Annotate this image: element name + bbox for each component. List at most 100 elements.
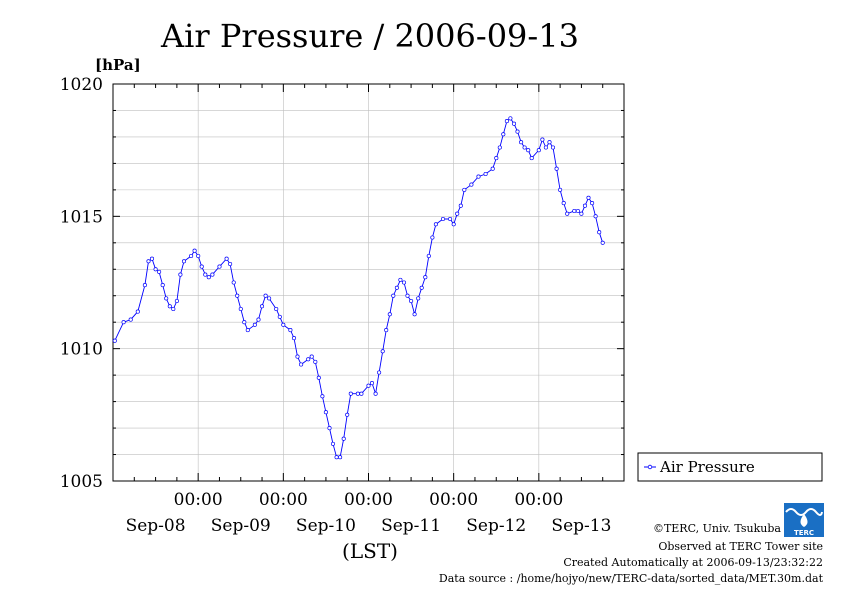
data-point (369, 381, 375, 386)
x-tick-label-date: Sep-11 (381, 516, 441, 536)
legend: Air Pressure (637, 452, 823, 482)
data-point (401, 280, 407, 285)
data-point (394, 285, 399, 290)
data-point (373, 391, 378, 396)
data-point (135, 309, 140, 314)
data-point (256, 317, 261, 322)
x-tick-label-time: 00:00 (174, 490, 223, 510)
data-point (366, 383, 371, 388)
data-point (494, 156, 499, 161)
data-point (540, 137, 545, 142)
data-point (416, 296, 421, 301)
data-point (426, 253, 431, 259)
data-point (359, 391, 364, 396)
data-point (600, 240, 605, 245)
data-point (575, 208, 580, 214)
data-point (196, 253, 201, 259)
legend-marker (647, 464, 653, 470)
data-point (529, 156, 534, 161)
y-tick-label: 1020 (60, 75, 103, 95)
data-point (508, 116, 513, 121)
chart-title: Air Pressure / 2006-09-13 (160, 17, 579, 55)
data-point (476, 174, 481, 179)
data-point (433, 222, 438, 227)
data-point (238, 306, 243, 312)
legend-box (637, 452, 823, 482)
data-point (281, 322, 286, 327)
data-point (543, 145, 548, 150)
data-point (245, 328, 250, 333)
data-point (430, 235, 435, 240)
data-point (440, 216, 446, 222)
data-point (242, 320, 247, 325)
footer: ©TERC, Univ. Tsukuba Observed at TERC To… (439, 522, 824, 585)
data-point (235, 293, 240, 298)
data-point (160, 283, 165, 288)
data-point (164, 296, 169, 301)
y-tick-label: 1010 (60, 340, 103, 360)
data-point (341, 436, 346, 441)
data-point (554, 166, 559, 171)
data-point (593, 214, 598, 219)
data-point (189, 253, 194, 259)
data-point (263, 293, 268, 298)
footer-created: Created Automatically at 2006-09-13/23:3… (563, 556, 823, 569)
data-point (291, 336, 297, 341)
data-point (582, 203, 588, 208)
data-point (277, 314, 282, 319)
data-point (384, 328, 389, 333)
data-point (153, 267, 158, 272)
x-axis: 00:00 Sep-08 00:00 Sep-09 00:00 Sep-10 00:00 Se… (126, 84, 611, 536)
data-point (561, 201, 566, 206)
data-point (210, 272, 215, 277)
x-tick-label-date: Sep-09 (211, 516, 271, 536)
y-axis-unit: [hPa] (95, 56, 141, 74)
data-point (398, 277, 403, 282)
data-point (387, 312, 392, 317)
data-point (157, 269, 162, 274)
x-tick-label-time: 00:00 (344, 490, 393, 510)
data-point (178, 272, 183, 277)
data-point (469, 182, 474, 187)
data-point (405, 293, 410, 298)
x-axis-label: (LST) (342, 539, 398, 563)
data-point (377, 370, 382, 375)
y-tick-label: 1015 (60, 207, 103, 227)
data-point (112, 338, 117, 343)
data-point (174, 298, 179, 304)
data-point (458, 203, 463, 208)
data-point (228, 261, 233, 267)
data-point (511, 121, 517, 126)
logo-text: TERC (794, 529, 814, 537)
footer-site: Observed at TERC Tower site (658, 540, 823, 553)
data-point (345, 412, 350, 417)
data-point (455, 211, 460, 216)
footer-credit: ©TERC, Univ. Tsukuba (653, 522, 781, 535)
data-point (288, 328, 293, 333)
data-point (231, 280, 236, 285)
data-point (299, 362, 304, 367)
data-point (295, 354, 300, 359)
data-point (206, 275, 211, 280)
data-point (547, 140, 552, 145)
data-point (522, 145, 527, 150)
data-point (515, 129, 520, 134)
data-point (149, 256, 155, 261)
data-point (579, 211, 584, 216)
data-point (217, 264, 222, 269)
data-point (550, 145, 556, 150)
x-tick-label-date: Sep-13 (551, 516, 611, 536)
data-point (267, 296, 272, 301)
logo-drop-icon (800, 514, 808, 527)
logo-wave-icon (785, 508, 823, 516)
data-point (490, 166, 495, 171)
data-point (526, 148, 531, 153)
x-tick-label-date: Sep-12 (466, 516, 526, 536)
data-point (423, 275, 428, 280)
data-point (320, 394, 325, 399)
x-tick-label-date: Sep-08 (126, 516, 186, 536)
data-point (338, 455, 343, 460)
data-point (121, 320, 126, 325)
data-point (306, 357, 311, 362)
